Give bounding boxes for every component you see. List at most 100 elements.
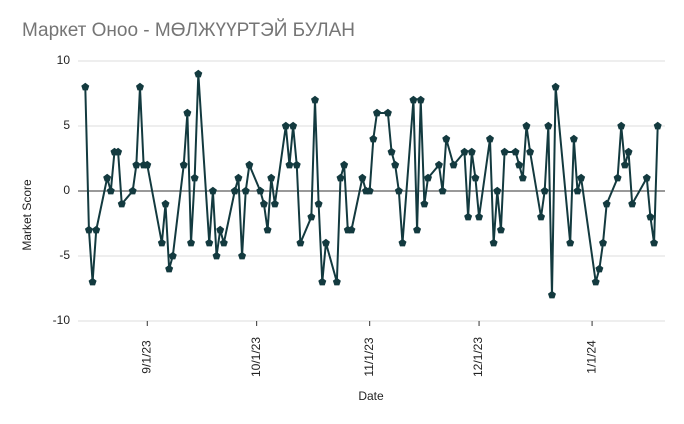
point-marker <box>489 238 498 247</box>
point-marker <box>128 186 137 195</box>
y-tick-label: -5 <box>59 248 70 262</box>
point-marker <box>289 121 298 130</box>
point-marker <box>628 199 637 208</box>
point-marker <box>267 173 276 182</box>
point-marker <box>442 134 451 143</box>
x-tick-label: 1/1/24 <box>584 340 598 374</box>
point-marker <box>624 147 633 156</box>
point-marker <box>238 251 247 260</box>
point-marker <box>485 134 494 143</box>
point-marker <box>464 212 473 221</box>
point-marker <box>544 121 553 130</box>
point-marker <box>336 173 345 182</box>
point-marker <box>179 160 188 169</box>
point-marker <box>106 186 115 195</box>
point-marker <box>183 108 192 117</box>
point-marker <box>518 173 527 182</box>
point-marker <box>256 186 265 195</box>
point-marker <box>318 277 327 286</box>
point-marker <box>467 147 476 156</box>
point-marker <box>190 173 199 182</box>
point-marker <box>187 238 196 247</box>
point-marker <box>208 186 217 195</box>
point-marker <box>259 199 268 208</box>
point-marker <box>165 264 174 273</box>
point-marker <box>613 173 622 182</box>
point-marker <box>310 95 319 104</box>
point-marker <box>522 121 531 130</box>
x-tick-label: 10/1/23 <box>249 337 263 377</box>
chart-title: Маркет Оноо - МӨЛЖҮҮРТЭЙ БУЛАН <box>22 19 355 41</box>
x-tick-label: 9/1/23 <box>139 340 153 374</box>
point-marker <box>332 277 341 286</box>
point-marker <box>599 238 608 247</box>
point-marker <box>92 225 101 234</box>
point-marker <box>161 199 170 208</box>
point-marker <box>103 173 112 182</box>
point-marker <box>547 290 556 299</box>
point-marker <box>642 173 651 182</box>
point-marker <box>314 199 323 208</box>
point-marker <box>475 212 484 221</box>
point-marker <box>526 147 535 156</box>
point-marker <box>449 160 458 169</box>
point-marker <box>569 134 578 143</box>
y-axis-label: Market Score <box>20 179 34 251</box>
point-marker <box>340 160 349 169</box>
point-marker <box>409 95 418 104</box>
point-marker <box>617 121 626 130</box>
point-marker <box>540 186 549 195</box>
point-marker <box>394 186 403 195</box>
point-marker <box>281 121 290 130</box>
point-marker <box>511 147 520 156</box>
point-marker <box>365 186 374 195</box>
point-marker <box>398 238 407 247</box>
point-marker <box>358 173 367 182</box>
y-tick-label: 10 <box>57 53 71 67</box>
point-marker <box>650 238 659 247</box>
point-marker <box>591 277 600 286</box>
point-marker <box>493 186 502 195</box>
point-marker <box>387 147 396 156</box>
point-marker <box>566 238 575 247</box>
point-marker <box>602 199 611 208</box>
point-marker <box>263 225 272 234</box>
point-marker <box>413 225 422 234</box>
series-line <box>84 73 659 296</box>
point-marker <box>245 160 254 169</box>
point-marker <box>471 173 480 182</box>
point-marker <box>383 108 392 117</box>
point-marker <box>577 173 586 182</box>
point-marker <box>369 134 378 143</box>
point-marker <box>296 238 305 247</box>
point-marker <box>416 95 425 104</box>
point-marker <box>424 173 433 182</box>
point-marker <box>230 186 239 195</box>
y-tick-label: -10 <box>53 313 71 327</box>
point-marker <box>270 199 279 208</box>
x-tick-label: 11/1/23 <box>362 337 376 376</box>
point-marker <box>434 160 443 169</box>
point-marker <box>460 147 469 156</box>
point-marker <box>438 186 447 195</box>
point-marker <box>500 147 509 156</box>
point-marker <box>241 186 250 195</box>
point-marker <box>157 238 166 247</box>
point-marker <box>551 82 560 91</box>
point-marker <box>537 212 546 221</box>
x-tick-label: 12/1/23 <box>471 337 485 377</box>
point-marker <box>81 82 90 91</box>
point-marker <box>496 225 505 234</box>
point-marker <box>135 82 144 91</box>
point-marker <box>347 225 356 234</box>
x-axis-label: Date <box>358 389 384 403</box>
point-marker <box>194 69 203 78</box>
y-tick-label: 0 <box>63 183 70 197</box>
point-marker <box>292 160 301 169</box>
point-marker <box>653 121 662 130</box>
point-marker <box>515 160 524 169</box>
point-marker <box>573 186 582 195</box>
point-marker <box>216 225 225 234</box>
point-marker <box>219 238 228 247</box>
